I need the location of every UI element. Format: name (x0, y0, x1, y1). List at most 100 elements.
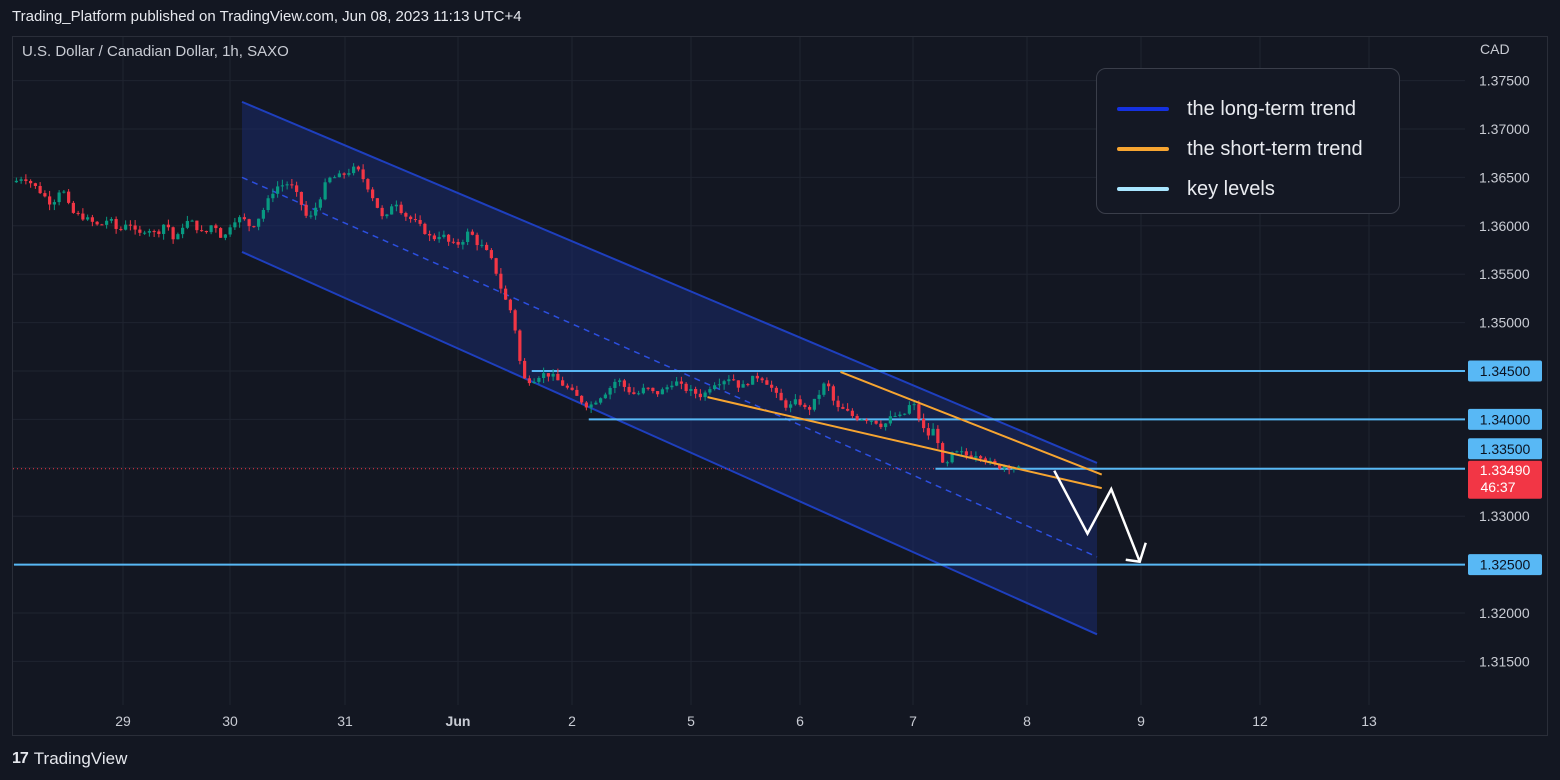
x-tick-label: 31 (337, 713, 353, 729)
candle-body (24, 179, 28, 181)
candle-body (537, 377, 541, 382)
x-tick-label: Jun (446, 713, 471, 729)
candle-body (295, 185, 299, 192)
channel-lower-line (241, 251, 1098, 636)
candle-body (855, 415, 859, 420)
tradingview-logo-icon: 17 (12, 750, 29, 767)
candle-body (176, 234, 180, 240)
candle-body (371, 189, 375, 199)
candle-body (257, 218, 261, 227)
candle-body (508, 299, 512, 311)
candle-body (38, 185, 42, 194)
candle-body (290, 184, 294, 186)
candle-body (337, 173, 341, 178)
candle-body (561, 380, 565, 386)
candle-body (684, 383, 688, 391)
candle-body (955, 451, 959, 453)
candle-body (423, 223, 427, 234)
candle-body (527, 378, 531, 384)
candle-body (660, 389, 664, 395)
candle-body (589, 404, 593, 408)
candle-body (869, 420, 873, 422)
candle-body (375, 198, 379, 208)
candle-body (309, 215, 313, 217)
candle-body (67, 191, 71, 203)
candle-body (708, 389, 712, 393)
projection-arrowhead (1125, 542, 1147, 564)
candle-body (181, 227, 185, 235)
key-level-label (1468, 438, 1542, 460)
candle-body (105, 220, 109, 225)
candle-body (466, 231, 470, 243)
candle-body (323, 182, 327, 200)
candle-body (385, 214, 389, 217)
candle-body (608, 387, 612, 395)
candle-body (57, 192, 61, 203)
candle-body (570, 387, 574, 390)
candle-body (342, 173, 346, 175)
x-tick-label: 7 (909, 713, 917, 729)
candle-body (907, 405, 911, 414)
candle-body (865, 419, 869, 421)
candle-body (812, 398, 816, 410)
price-chart[interactable]: 1.37500 1.37000 1.36500 1.36000 1.35500 1.350… (0, 0, 1560, 740)
candle-body (195, 220, 199, 231)
legend-label-long-term: the long-term trend (1187, 97, 1356, 120)
candle-body (651, 387, 655, 392)
candle-body (29, 180, 33, 184)
candle-body (71, 202, 75, 213)
candle-body (390, 206, 394, 215)
candle-body (613, 381, 617, 388)
candle-body (404, 213, 408, 217)
candle-body (584, 402, 588, 408)
y-tick-label: 1.36000 (1479, 218, 1530, 234)
candle-body (841, 407, 845, 409)
candle-body (637, 393, 641, 395)
candle-body (223, 234, 227, 238)
candle-body (898, 414, 902, 417)
legend-swatch-short-term (1117, 147, 1169, 151)
published-header: Trading_Platform published on TradingVie… (12, 8, 522, 25)
candle-body (14, 180, 18, 183)
candles (14, 163, 1021, 475)
candle-body (580, 395, 584, 403)
candle-body (409, 216, 413, 220)
key-level-label-text: 1.34500 (1480, 363, 1531, 379)
candle-body (518, 330, 522, 361)
candle-body (950, 452, 954, 463)
candle-body (722, 381, 726, 385)
candle-body (836, 400, 840, 408)
candle-body (755, 375, 759, 379)
candle-body (542, 373, 546, 378)
symbol-title: U.S. Dollar / Canadian Dollar, 1h, SAXO (22, 43, 289, 60)
key-level-label (1468, 554, 1542, 576)
candle-body (969, 455, 973, 458)
candle-body (219, 228, 223, 238)
candle-body (76, 212, 80, 214)
candle-body (622, 380, 626, 387)
candle-body (62, 191, 66, 193)
candle-body (413, 219, 417, 221)
candle-body (717, 384, 721, 386)
candle-body (233, 222, 237, 228)
x-tick-label: 2 (568, 713, 576, 729)
candle-body (879, 423, 883, 428)
candle-body (979, 456, 983, 459)
currency-label: CAD (1480, 41, 1510, 57)
candle-body (261, 209, 265, 219)
candle-body (485, 244, 489, 251)
candle-body (171, 227, 175, 240)
candle-body (827, 383, 831, 387)
candle-body (912, 404, 916, 406)
candle-body (185, 220, 189, 228)
footer-brand[interactable]: 17 TradingView (12, 748, 127, 770)
candle-body (238, 217, 242, 223)
candle-body (271, 193, 275, 199)
candle-body (523, 360, 527, 379)
candle-body (494, 258, 498, 274)
candle-body (798, 399, 802, 405)
candle-body (114, 219, 118, 229)
candle-body (451, 241, 455, 243)
candle-body (328, 177, 332, 183)
candle-body (166, 224, 170, 228)
